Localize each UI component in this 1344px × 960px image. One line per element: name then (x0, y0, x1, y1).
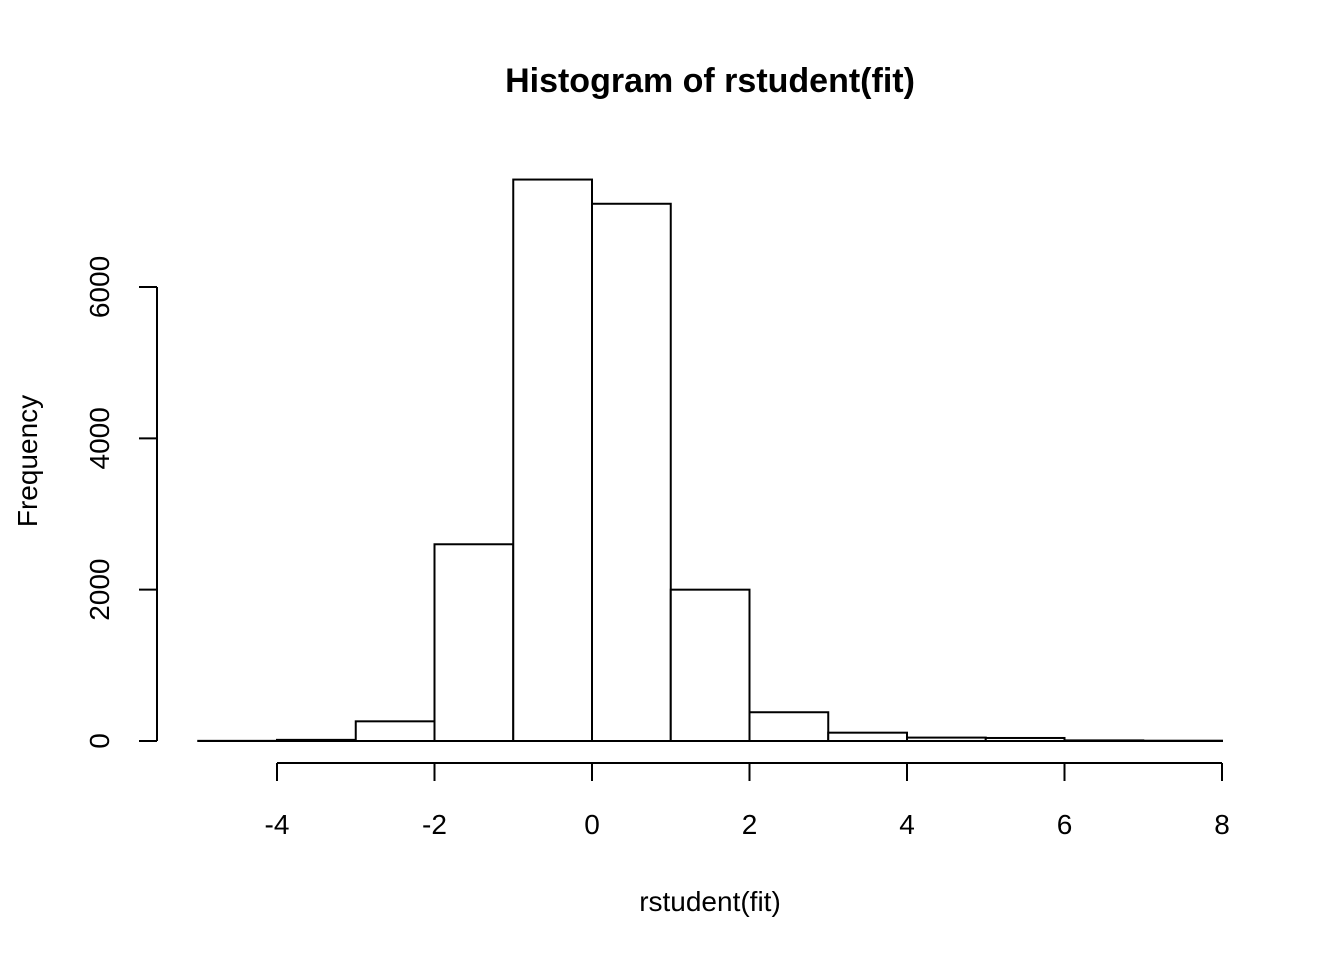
x-tick-label-3: 2 (742, 809, 758, 840)
histogram-bar-2 (354, 720, 436, 742)
chart-title: Histogram of rstudent(fit) (505, 62, 915, 100)
x-tick-label-2: 0 (584, 809, 600, 840)
y-tick-label-1: 2000 (84, 559, 115, 621)
y-axis: 0 2000 4000 6000 (84, 256, 158, 749)
histogram-bar-11 (1063, 739, 1145, 742)
histogram-bar-4 (512, 178, 593, 742)
y-axis-label: Frequency (12, 395, 43, 527)
x-tick-label-5: 6 (1057, 809, 1073, 840)
histogram-bar-9 (906, 736, 987, 742)
y-tick-label-3: 6000 (84, 256, 115, 318)
x-axis-label: rstudent(fit) (639, 886, 781, 917)
histogram-bar-8 (827, 731, 908, 743)
histogram-bar-1 (276, 738, 357, 742)
x-tick-label-6: 8 (1214, 809, 1230, 840)
histogram-bar-6 (669, 588, 751, 743)
x-tick-label-0: -4 (265, 809, 290, 840)
histogram-bar-5 (591, 202, 672, 742)
histogram-bar-10 (984, 736, 1066, 742)
x-tick-label-4: 4 (899, 809, 915, 840)
x-axis: -4 -2 0 2 4 6 8 (265, 762, 1230, 840)
histogram-bar-3 (433, 543, 515, 742)
y-tick-label-0: 0 (84, 733, 115, 749)
y-tick-label-2: 4000 (84, 407, 115, 469)
histogram-bar-7 (748, 711, 830, 742)
histogram-bars (197, 178, 1223, 743)
x-tick-label-1: -2 (422, 809, 447, 840)
